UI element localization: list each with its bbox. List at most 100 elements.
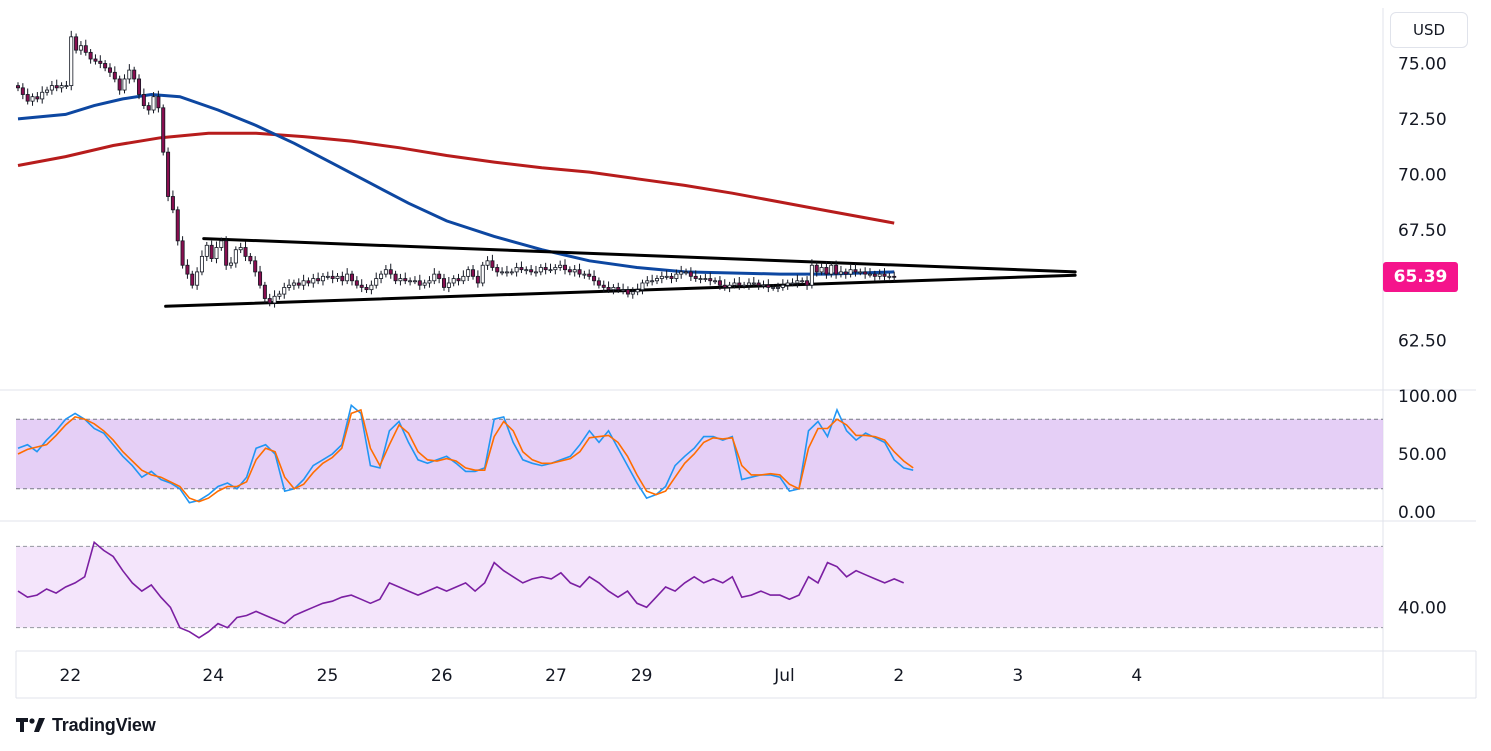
time-axis[interactable]: 22 24 25 26 27 29 Jul 2 3 4	[60, 666, 1143, 686]
brand-logo[interactable]: TradingView	[16, 712, 156, 738]
candle	[417, 274, 422, 290]
candle	[606, 281, 611, 293]
triangle-lower-trendline	[164, 273, 1077, 308]
candle-up-body	[64, 85, 69, 88]
candle-down-body	[88, 51, 93, 60]
moving-average-fast	[17, 92, 895, 276]
candle-down-body	[495, 267, 500, 273]
candle	[867, 268, 872, 278]
rsi-tick-label: 40.00	[1398, 598, 1447, 618]
candle	[262, 281, 267, 304]
candle	[572, 265, 577, 277]
candle	[751, 277, 756, 287]
tradingview-logo-icon	[16, 718, 45, 732]
currency-label[interactable]: USD	[1390, 12, 1468, 48]
candle	[809, 259, 814, 289]
candle	[490, 254, 495, 271]
candle-up-body	[320, 275, 325, 282]
brand-name: TradingView	[52, 714, 156, 735]
candle	[514, 262, 519, 277]
candle	[185, 259, 190, 279]
candle	[756, 279, 761, 290]
candle-up-body	[422, 282, 427, 286]
candle-up-body	[645, 280, 650, 284]
candle-up-body	[582, 273, 587, 276]
candle-up-body	[684, 271, 689, 274]
candle-down-body	[83, 45, 88, 53]
candle-down-body	[843, 271, 848, 275]
candle-up-body	[301, 280, 306, 286]
candle	[15, 82, 20, 92]
price-tick-label: 67.50	[1398, 221, 1447, 241]
candle	[204, 241, 209, 262]
candle	[533, 265, 538, 277]
candle	[596, 277, 601, 289]
candle	[151, 92, 156, 114]
candle	[819, 262, 824, 276]
price-axis[interactable]: 75.00 72.50 70.00 67.50 62.50 100.00 50.00 0.00…	[1398, 54, 1457, 618]
candle	[233, 246, 238, 268]
candle	[630, 287, 635, 299]
triangle-upper-trendline	[202, 237, 1077, 274]
candle-down-body	[248, 255, 253, 262]
candle	[500, 267, 505, 276]
candle-down-body	[359, 284, 364, 288]
candle	[621, 283, 626, 295]
candle-up-body	[746, 282, 751, 286]
candle-up-body	[867, 273, 872, 276]
stochastic-d-line	[17, 408, 914, 503]
date-tick-label: 29	[631, 666, 653, 686]
candle-up-body	[611, 287, 616, 291]
candle-up-body	[214, 247, 219, 259]
candle	[253, 256, 258, 277]
candle	[625, 286, 630, 298]
candle	[238, 242, 243, 254]
candle	[146, 102, 151, 115]
candle-up-body	[446, 282, 451, 288]
candle-down-body	[354, 280, 359, 286]
candle	[175, 206, 180, 246]
candle	[790, 278, 795, 287]
candle-down-body	[185, 264, 190, 275]
candle	[650, 274, 655, 286]
candle	[776, 282, 781, 293]
candle	[524, 266, 529, 275]
candle	[422, 279, 427, 289]
candle-up-body	[548, 269, 553, 272]
candle-down-body	[340, 275, 345, 282]
candle	[49, 80, 54, 95]
candle-up-body	[30, 96, 35, 102]
candle-up-body	[325, 275, 330, 278]
candle	[824, 261, 829, 279]
candle-up-body	[751, 282, 756, 285]
price-tick-label: 75.00	[1398, 54, 1447, 74]
candle	[59, 82, 64, 93]
candle-up-body	[674, 273, 679, 279]
candle	[20, 83, 25, 100]
candle-down-body	[475, 275, 480, 284]
candle	[742, 281, 747, 289]
candle-down-body	[262, 284, 267, 299]
candle-up-body	[287, 284, 292, 288]
candle	[674, 269, 679, 282]
candle-up-body	[432, 273, 437, 282]
candle	[69, 30, 74, 91]
candle-up-body	[809, 264, 814, 286]
candle	[713, 277, 718, 285]
candle-up-body	[538, 267, 543, 273]
candle	[722, 279, 727, 291]
candle	[664, 270, 669, 280]
candle-up-body	[480, 264, 485, 284]
candle	[480, 261, 485, 287]
candle-up-body	[630, 291, 635, 295]
candle	[684, 268, 689, 276]
candle-down-body	[180, 240, 185, 266]
candle-up-body	[795, 280, 800, 284]
candle-up-body	[59, 85, 64, 89]
candle	[403, 272, 408, 285]
stochastic-band-fill	[16, 419, 1383, 489]
candle-up-body	[374, 278, 379, 286]
candle	[98, 55, 103, 69]
price-tick-label: 72.50	[1398, 110, 1447, 130]
